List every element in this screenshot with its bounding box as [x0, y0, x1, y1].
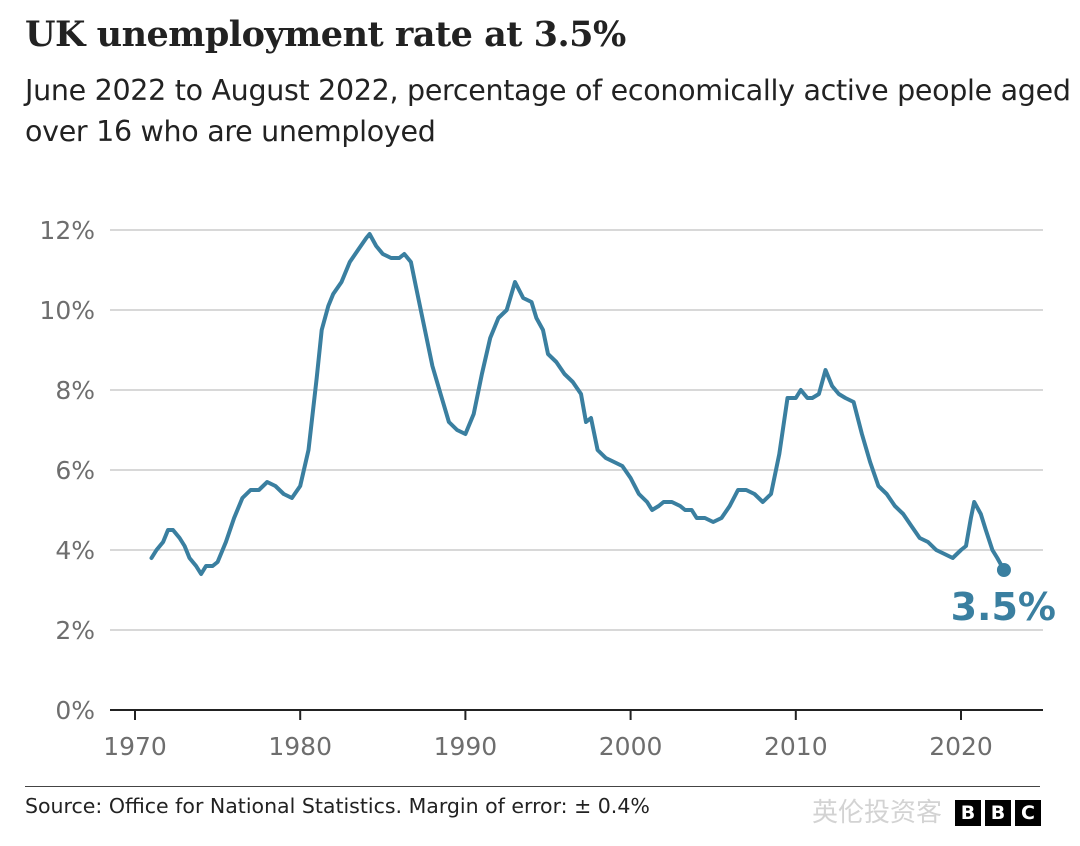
chart-title: UK unemployment rate at 3.5% [25, 14, 626, 55]
y-tick-label: 8% [55, 376, 95, 405]
x-tick-label: 1990 [434, 732, 498, 761]
y-tick-label: 0% [55, 696, 95, 725]
watermark: 英伦投资客 [812, 798, 943, 828]
footer-divider [25, 786, 1040, 787]
y-tick-label: 4% [55, 536, 95, 565]
bbc-logo: B B C [955, 800, 1041, 826]
latest-value-label: 3.5% [951, 585, 1056, 629]
y-tick-label: 6% [55, 456, 95, 485]
x-tick-label: 1970 [103, 732, 167, 761]
y-tick-label: 10% [39, 296, 95, 325]
logo-letter: C [1015, 800, 1041, 826]
y-tick-label: 12% [39, 216, 95, 245]
y-tick-label: 2% [55, 616, 95, 645]
x-tick-label: 2020 [929, 732, 993, 761]
x-tick-label: 1980 [268, 732, 332, 761]
source-note: Source: Office for National Statistics. … [25, 794, 650, 818]
series-line [149, 232, 1006, 576]
logo-letter: B [955, 800, 981, 826]
logo-letter: B [985, 800, 1011, 826]
x-tick-label: 2000 [599, 732, 663, 761]
chart-subtitle: June 2022 to August 2022, percentage of … [25, 74, 1071, 148]
x-tick-label: 2010 [764, 732, 828, 761]
latest-point-marker [996, 563, 1011, 577]
